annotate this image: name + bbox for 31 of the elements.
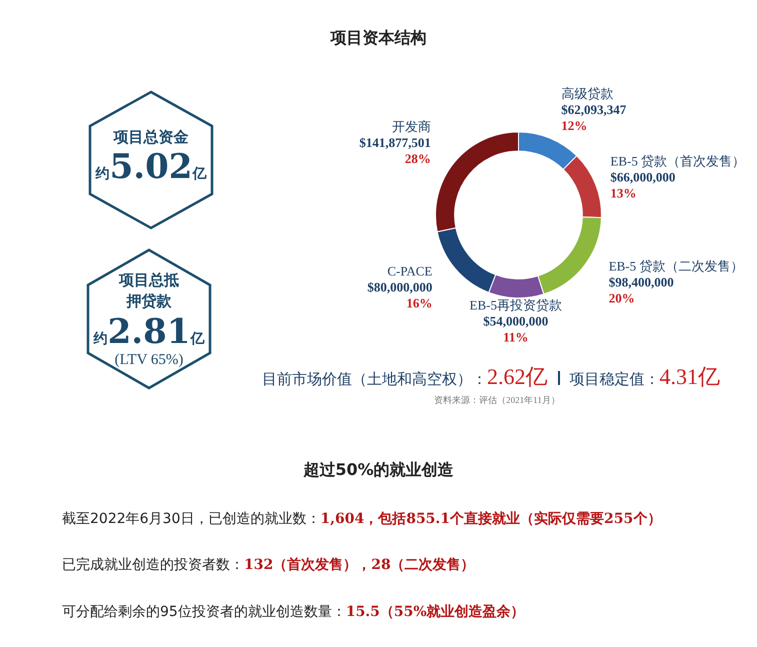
data-label: $141,877,501 — [359, 134, 431, 150]
text: 目前市场价值（土地和高空权）：2.62亿 — [262, 364, 548, 389]
data-label: $62,093,347 — [561, 102, 627, 117]
chart-title: 项目资本结构 — [329, 28, 428, 49]
slice-label: EB-5再投资贷款 — [470, 297, 562, 312]
text: 项目稳定值：4.31亿 — [570, 364, 720, 389]
slice-label: 高级贷款 — [561, 86, 614, 101]
text: 12% — [561, 118, 588, 133]
text: 可分配给剩余的95位投资者的就业创造数量：15.5（55%就业创造盈余） — [62, 603, 525, 621]
data-label: $98,400,000 — [608, 274, 674, 290]
data-label: $54,000,000 — [483, 313, 548, 328]
data-label: $80,000,000 — [367, 279, 432, 294]
text: 超过50%的就业创造 — [302, 460, 455, 481]
text: 16% — [406, 295, 432, 310]
text: 约2.81亿 — [92, 312, 206, 352]
slice-label: EB-5 贷款（二次发售） — [608, 258, 744, 274]
text: (LTV 65%) — [114, 352, 184, 369]
text: 28% — [404, 150, 431, 166]
text: 20% — [608, 290, 635, 306]
text: 项目总抵押贷款 — [118, 270, 180, 312]
text: 13% — [610, 186, 636, 201]
text: 约5.02亿 — [94, 147, 208, 187]
data-label: $66,000,000 — [610, 170, 676, 185]
text: 资料来源：评估（2021年11月） — [433, 394, 561, 407]
text: 截至2022年6月30日，已创造的就业数：1,604，包括855.1个直接就业（实际仅需要255个） — [62, 510, 662, 528]
slice-label: 开发商 — [392, 119, 431, 134]
text: 11% — [503, 329, 528, 344]
text: 项目总资金 — [112, 128, 190, 147]
slice-label: EB-5 贷款（首次发售） — [610, 154, 746, 169]
slice-label: C-PACE — [387, 264, 432, 279]
text: 已完成就业创造的投资者数：132（首次发售），28（二次发售） — [62, 556, 475, 574]
